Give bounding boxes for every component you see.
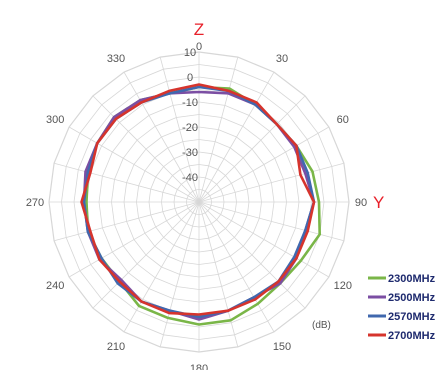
grid-spoke <box>53 201 200 242</box>
unit-label: (dB) <box>312 320 331 331</box>
radial-tick-label: -10 <box>182 97 198 109</box>
grid-spoke <box>123 201 200 333</box>
angle-tick-label: 180 <box>190 363 208 370</box>
angle-tick-label: 120 <box>334 280 352 292</box>
legend-item: 2500MHz <box>368 292 436 304</box>
axis-letter-y: Y <box>373 193 384 212</box>
grid-spoke <box>198 56 239 203</box>
angle-tick-label: 0 <box>196 41 202 53</box>
grid-spoke <box>92 201 200 309</box>
angle-tick-label: 60 <box>337 114 349 126</box>
grid-spoke <box>68 201 200 278</box>
grid-spoke <box>198 201 345 242</box>
angle-tick-label: 330 <box>107 53 125 65</box>
legend-label: 2500MHz <box>388 292 436 304</box>
legend-label: 2700MHz <box>388 330 436 342</box>
grid-spoke <box>198 162 345 203</box>
grid-spoke <box>198 201 275 333</box>
legend-label: 2300MHz <box>388 273 436 285</box>
angle-tick-label: 240 <box>46 280 64 292</box>
legend-item: 2570MHz <box>368 311 436 323</box>
grid-spoke <box>198 71 275 203</box>
grid-spoke <box>198 95 306 203</box>
grid-spoke <box>198 201 306 309</box>
grid-spoke <box>198 201 330 278</box>
series-line-2700mhz <box>80 83 316 316</box>
polar-grid <box>48 51 350 353</box>
radial-tick-label: -40 <box>182 172 198 184</box>
tick-labels: 100-10-20-30-400306090120150180210240270… <box>26 20 385 370</box>
legend: 2300MHz 2500MHz 2570MHz 2700MHz <box>368 273 436 342</box>
grid-spoke <box>198 126 330 203</box>
legend-item: 2700MHz <box>368 330 436 342</box>
series-lines <box>80 83 322 326</box>
angle-tick-label: 210 <box>107 341 125 353</box>
grid-spoke <box>68 126 200 203</box>
radial-tick-label: -30 <box>182 147 198 159</box>
angle-tick-label: 90 <box>355 197 367 209</box>
grid-spoke <box>198 201 239 348</box>
grid-spoke <box>92 95 200 203</box>
angle-tick-label: 150 <box>273 341 291 353</box>
legend-item: 2300MHz <box>368 273 436 285</box>
radial-tick-label: 10 <box>184 47 196 59</box>
grid-spoke <box>159 56 200 203</box>
angle-tick-label: 270 <box>26 197 44 209</box>
angle-tick-label: 300 <box>46 114 64 126</box>
axis-letter-z: Z <box>194 20 204 39</box>
angle-tick-label: 30 <box>276 53 288 65</box>
radial-tick-label: -20 <box>182 122 198 134</box>
grid-spoke <box>53 162 200 203</box>
grid-spoke <box>159 201 200 348</box>
legend-label: 2570MHz <box>388 311 436 323</box>
radial-tick-label: 0 <box>187 72 193 84</box>
grid-spoke <box>123 71 200 203</box>
